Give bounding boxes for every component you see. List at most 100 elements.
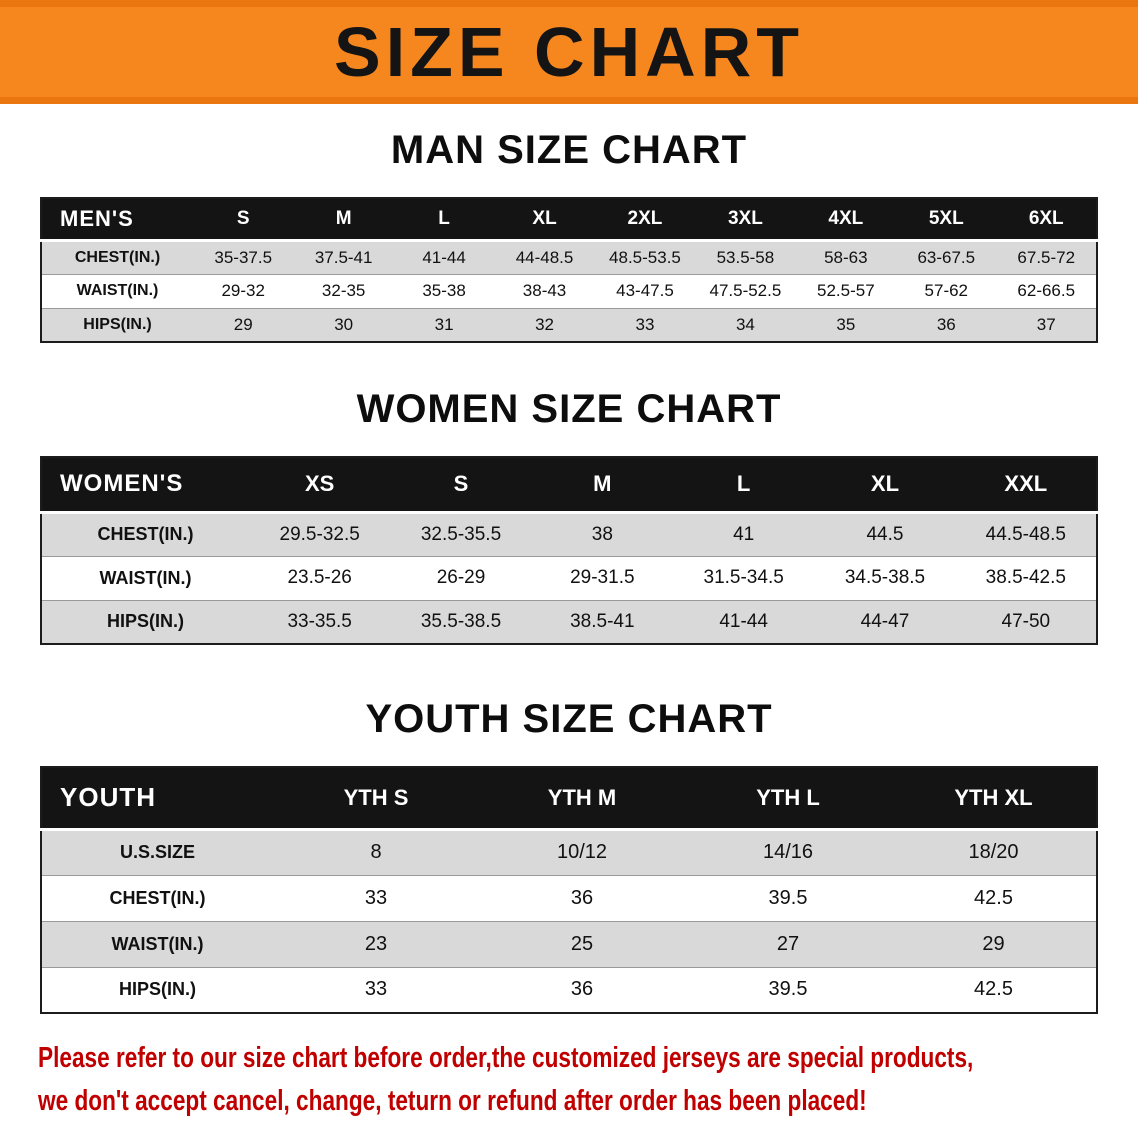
men-hips-value-cell: 29 — [193, 307, 294, 342]
men-table-title: MEN'S — [41, 198, 193, 242]
men-size-header-cell: L — [393, 198, 495, 242]
men-hips-value-cell: 33 — [594, 307, 696, 342]
women-waist-row-label: WAIST(IN.) — [41, 555, 249, 600]
youth-waist-value-cell: 23 — [273, 920, 479, 967]
men-hips-value-cell: 37 — [996, 307, 1097, 342]
youth-hips-row: HIPS(IN.) 33 36 39.5 42.5 — [41, 966, 1097, 1013]
youth-chest-row-label: CHEST(IN.) — [41, 874, 273, 921]
footer-notice: Please refer to our size chart before or… — [38, 1042, 1138, 1119]
women-table-head: WOMEN'S XS S M L XL XXL — [41, 457, 1097, 514]
youth-chest-value-cell: 33 — [273, 874, 479, 921]
women-chest-value-cell: 32.5-35.5 — [390, 511, 532, 556]
women-size-header-cell: S — [390, 457, 532, 514]
youth-size-chart-heading: YOUTH SIZE CHART — [365, 697, 773, 741]
women-chest-value-cell: 41 — [672, 511, 815, 556]
notice-line-2: we don't accept cancel, change, teturn o… — [38, 1085, 867, 1118]
men-waist-value-cell: 38-43 — [494, 273, 595, 308]
youth-waist-value-cell: 25 — [479, 920, 685, 967]
men-chest-value-cell: 67.5-72 — [996, 239, 1097, 274]
women-chest-row: CHEST(IN.) 29.5-32.5 32.5-35.5 38 41 44.5 44.… — [41, 511, 1097, 556]
women-hips-value-cell: 44-47 — [814, 599, 956, 644]
men-chest-value-cell: 48.5-53.5 — [594, 239, 696, 274]
men-waist-value-cell: 35-38 — [393, 273, 495, 308]
youth-waist-value-cell: 29 — [891, 920, 1097, 967]
youth-hips-value-cell: 39.5 — [685, 966, 891, 1013]
men-waist-value-cell: 47.5-52.5 — [695, 273, 796, 308]
women-hips-row: HIPS(IN.) 33-35.5 35.5-38.5 38.5-41 41-44 44… — [41, 599, 1097, 644]
men-size-header-cell: S — [193, 198, 294, 242]
men-chest-value-cell: 37.5-41 — [293, 239, 394, 274]
youth-size-header-cell: YTH XL — [891, 767, 1097, 831]
youth-table-body: U.S.SIZE 8 10/12 14/16 18/20 CHEST(IN.) 33 3… — [41, 828, 1097, 1013]
men-hips-value-cell: 31 — [393, 307, 495, 342]
women-hips-row-label: HIPS(IN.) — [41, 599, 249, 644]
youth-table-head: YOUTH YTH S YTH M YTH L YTH XL — [41, 767, 1097, 831]
women-waist-value-cell: 26-29 — [390, 555, 532, 600]
men-hips-row: HIPS(IN.) 29 30 31 32 33 34 35 36 37 — [41, 307, 1097, 342]
youth-ussize-value-cell: 10/12 — [479, 828, 685, 875]
men-size-header-cell: 3XL — [695, 198, 796, 242]
men-table-body: CHEST(IN.) 35-37.5 37.5-41 41-44 44-48.5 48.… — [41, 239, 1097, 342]
men-waist-value-cell: 43-47.5 — [594, 273, 696, 308]
women-hips-value-cell: 35.5-38.5 — [390, 599, 532, 644]
men-header-row: MEN'S S M L XL 2XL 3XL 4XL 5XL 6XL — [41, 198, 1097, 242]
youth-chest-row: CHEST(IN.) 33 36 39.5 42.5 — [41, 874, 1097, 921]
youth-table-title: YOUTH — [41, 767, 273, 831]
women-waist-row: WAIST(IN.) 23.5-26 26-29 29-31.5 31.5-34.5 3… — [41, 555, 1097, 600]
women-chest-value-cell: 38 — [531, 511, 673, 556]
women-size-chart-section: WOMEN SIZE CHART WOMEN'S XS S M L XL XXL CHES… — [0, 387, 1138, 645]
women-size-table: WOMEN'S XS S M L XL XXL CHEST(IN.) 29.5-32.5 3… — [40, 456, 1098, 645]
youth-waist-row-label: WAIST(IN.) — [41, 920, 273, 967]
man-size-chart-section: MAN SIZE CHART MEN'S S M L XL 2XL 3XL 4XL 5XL 6X… — [0, 128, 1138, 343]
men-waist-value-cell: 32-35 — [293, 273, 394, 308]
men-chest-value-cell: 58-63 — [795, 239, 897, 274]
women-size-header-cell: XXL — [955, 457, 1097, 514]
youth-ussize-value-cell: 14/16 — [685, 828, 891, 875]
women-waist-value-cell: 29-31.5 — [531, 555, 673, 600]
women-size-header-cell: M — [531, 457, 673, 514]
youth-waist-row: WAIST(IN.) 23 25 27 29 — [41, 920, 1097, 967]
women-chest-value-cell: 44.5 — [814, 511, 956, 556]
youth-chest-value-cell: 42.5 — [891, 874, 1097, 921]
women-size-chart-heading: WOMEN SIZE CHART — [356, 387, 782, 431]
men-chest-value-cell: 63-67.5 — [896, 239, 997, 274]
women-hips-value-cell: 33-35.5 — [249, 599, 391, 644]
women-hips-value-cell: 41-44 — [672, 599, 815, 644]
men-size-header-cell: 5XL — [896, 198, 997, 242]
men-chest-value-cell: 44-48.5 — [494, 239, 595, 274]
men-chest-value-cell: 53.5-58 — [695, 239, 796, 274]
youth-chest-value-cell: 39.5 — [685, 874, 891, 921]
men-size-header-cell: XL — [494, 198, 595, 242]
youth-ussize-value-cell: 8 — [273, 828, 479, 875]
women-table-body: CHEST(IN.) 29.5-32.5 32.5-35.5 38 41 44.5 44.… — [41, 511, 1097, 644]
men-chest-row-label: CHEST(IN.) — [41, 239, 193, 274]
men-size-header-cell: 4XL — [795, 198, 897, 242]
youth-hips-row-label: HIPS(IN.) — [41, 966, 273, 1013]
men-hips-row-label: HIPS(IN.) — [41, 307, 193, 342]
women-chest-value-cell: 29.5-32.5 — [249, 511, 391, 556]
men-chest-row: CHEST(IN.) 35-37.5 37.5-41 41-44 44-48.5 48.… — [41, 239, 1097, 274]
men-waist-value-cell: 62-66.5 — [996, 273, 1097, 308]
men-waist-row: WAIST(IN.) 29-32 32-35 35-38 38-43 43-47.5 47… — [41, 273, 1097, 308]
women-waist-value-cell: 31.5-34.5 — [672, 555, 815, 600]
youth-hips-value-cell: 42.5 — [891, 966, 1097, 1013]
content: MAN SIZE CHART MEN'S S M L XL 2XL 3XL 4XL 5XL 6X… — [0, 104, 1138, 1014]
men-size-header-cell: 6XL — [996, 198, 1097, 242]
women-header-row: WOMEN'S XS S M L XL XXL — [41, 457, 1097, 514]
youth-size-header-cell: YTH M — [479, 767, 685, 831]
youth-ussize-row-label: U.S.SIZE — [41, 828, 273, 875]
men-chest-value-cell: 41-44 — [393, 239, 495, 274]
youth-header-row: YOUTH YTH S YTH M YTH L YTH XL — [41, 767, 1097, 831]
men-size-header-cell: M — [293, 198, 394, 242]
women-waist-value-cell: 34.5-38.5 — [814, 555, 956, 600]
youth-ussize-value-cell: 18/20 — [891, 828, 1097, 875]
men-hips-value-cell: 34 — [695, 307, 796, 342]
women-size-header-cell: L — [672, 457, 815, 514]
youth-waist-value-cell: 27 — [685, 920, 891, 967]
youth-size-header-cell: YTH L — [685, 767, 891, 831]
youth-size-table: YOUTH YTH S YTH M YTH L YTH XL U.S.SIZE 8 10… — [40, 766, 1098, 1014]
men-waist-row-label: WAIST(IN.) — [41, 273, 193, 308]
women-hips-value-cell: 38.5-41 — [531, 599, 673, 644]
women-size-header-cell: XL — [814, 457, 956, 514]
